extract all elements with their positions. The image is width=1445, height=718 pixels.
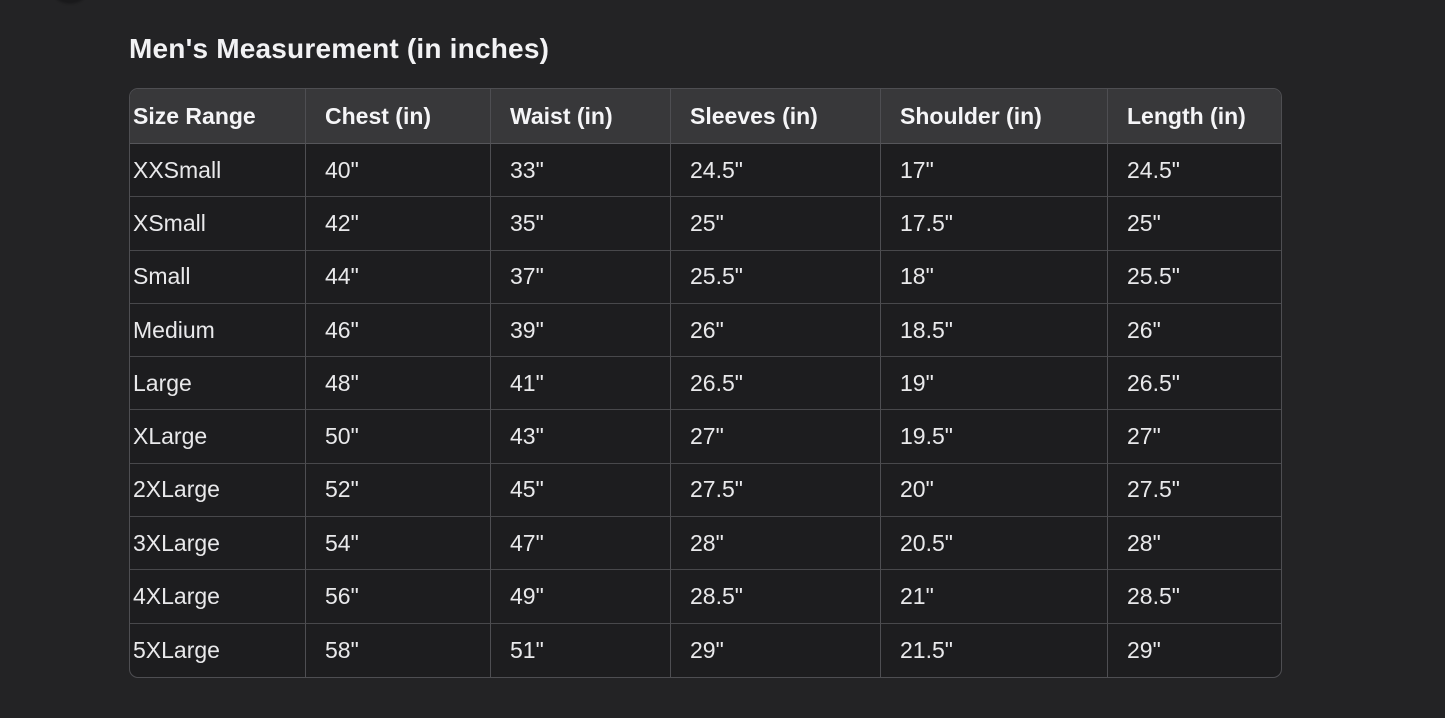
measurement-cell: 54" bbox=[306, 517, 491, 571]
measurement-cell: 25" bbox=[671, 197, 881, 251]
measurement-cell: 27.5" bbox=[671, 463, 881, 518]
measurement-cell: 21" bbox=[881, 570, 1108, 624]
page-title: Men's Measurement (in inches) bbox=[129, 33, 550, 64]
measurement-cell: 48" bbox=[306, 357, 491, 411]
table-row: 5XLarge 58" 51" 29" 21.5" 29" bbox=[130, 623, 1281, 677]
size-range-cell: Large bbox=[130, 357, 306, 411]
measurement-cell: 46" bbox=[306, 303, 491, 358]
table-row: Medium 46" 39" 26" 18.5" 26" bbox=[130, 303, 1281, 358]
measurement-cell: 19" bbox=[881, 357, 1108, 411]
measurement-cell: 26" bbox=[671, 303, 881, 358]
column-header-length-in: Length (in) bbox=[1108, 89, 1281, 144]
table-row: Large 48" 41" 26.5" 19" 26.5" bbox=[130, 357, 1281, 411]
column-header-shoulder-in: Shoulder (in) bbox=[881, 89, 1108, 144]
size-range-cell: 5XLarge bbox=[130, 623, 306, 677]
measurement-cell: 41" bbox=[491, 357, 671, 411]
size-range-cell: 3XLarge bbox=[130, 517, 306, 571]
measurement-cell: 24.5" bbox=[1108, 144, 1281, 198]
measurement-cell: 24.5" bbox=[671, 144, 881, 198]
measurement-cell: 19.5" bbox=[881, 410, 1108, 464]
table-row: XLarge 50" 43" 27" 19.5" 27" bbox=[130, 410, 1281, 464]
measurement-cell: 17" bbox=[881, 144, 1108, 198]
measurement-cell: 29" bbox=[671, 623, 881, 677]
table-body: XXSmall 40" 33" 24.5" 17" 24.5" XSmall 42" 35" 25… bbox=[130, 144, 1281, 677]
table-row: 4XLarge 56" 49" 28.5" 21" 28.5" bbox=[130, 570, 1281, 624]
size-range-cell: 4XLarge bbox=[130, 570, 306, 624]
column-header-size-range: Size Range bbox=[130, 89, 306, 144]
measurement-cell: 18.5" bbox=[881, 303, 1108, 358]
table-row: 2XLarge 52" 45" 27.5" 20" 27.5" bbox=[130, 463, 1281, 518]
measurement-cell: 28" bbox=[1108, 517, 1281, 571]
size-range-cell: XLarge bbox=[130, 410, 306, 464]
measurement-cell: 29" bbox=[1127, 636, 1161, 663]
measurement-cell: 56" bbox=[306, 570, 491, 624]
measurement-cell: 47" bbox=[491, 517, 671, 571]
measurement-cell: 58" bbox=[306, 623, 491, 677]
measurement-cell: 20" bbox=[881, 463, 1108, 518]
measurement-cell: 26.5" bbox=[671, 357, 881, 411]
size-range-cell: XXSmall bbox=[130, 144, 306, 198]
table-row: 3XLarge 54" 47" 28" 20.5" 28" bbox=[130, 517, 1281, 571]
table-row: XSmall 42" 35" 25" 17.5" 25" bbox=[130, 197, 1281, 251]
header-row: Size Range Chest (in) Waist (in) Sleeves (i… bbox=[130, 89, 1281, 144]
measurement-cell: 49" bbox=[491, 570, 671, 624]
measurement-cell: 28.5" bbox=[671, 570, 881, 624]
measurement-cell: 50" bbox=[306, 410, 491, 464]
size-chart-table: Size Range Chest (in) Waist (in) Sleeves (i… bbox=[130, 89, 1281, 677]
size-range-cell: Medium bbox=[130, 303, 306, 358]
measurement-cell: 25" bbox=[1108, 197, 1281, 251]
measurement-cell: 40" bbox=[306, 144, 491, 198]
avatar-circle-fragment[interactable] bbox=[48, 0, 92, 6]
table-row: XXSmall 40" 33" 24.5" 17" 24.5" bbox=[130, 144, 1281, 198]
measurement-cell: 39" bbox=[491, 303, 671, 358]
measurement-cell: 51" bbox=[491, 623, 671, 677]
measurement-cell: 44" bbox=[306, 250, 491, 304]
column-header-chest-in: Chest (in) bbox=[306, 89, 491, 144]
measurement-cell: 21.5" bbox=[881, 623, 1108, 677]
measurement-cell: 25.5" bbox=[671, 250, 881, 304]
measurement-cell: 27" bbox=[671, 410, 881, 464]
measurement-cell: 52" bbox=[306, 463, 491, 518]
measurement-cell: 25.5" bbox=[1108, 251, 1281, 304]
measurement-cell: 35" bbox=[491, 197, 671, 251]
measurement-cell: 37" bbox=[491, 250, 671, 304]
measurement-cell: 18" bbox=[881, 250, 1108, 304]
size-chart-container: Size Range Chest (in) Waist (in) Sleeves (i… bbox=[129, 88, 1282, 678]
measurement-cell: 42" bbox=[306, 197, 491, 251]
size-range-cell: 2XLarge bbox=[130, 463, 306, 518]
measurement-cell: 43" bbox=[491, 410, 671, 464]
measurement-cell: 28.5" bbox=[1108, 570, 1281, 624]
measurement-cell: 26" bbox=[1108, 304, 1281, 358]
measurement-cell: 45" bbox=[491, 463, 671, 518]
measurement-cell: 17.5" bbox=[881, 197, 1108, 251]
measurement-cell: 26.5" bbox=[1108, 357, 1281, 411]
column-header-waist-in: Waist (in) bbox=[491, 89, 671, 144]
measurement-cell: 28" bbox=[671, 517, 881, 571]
measurement-cell: 20.5" bbox=[881, 517, 1108, 571]
column-header-sleeves-in: Sleeves (in) bbox=[671, 89, 881, 144]
measurement-cell: 27.5" bbox=[1108, 464, 1281, 518]
measurement-cell: 33" bbox=[491, 144, 671, 198]
table-row: Small 44" 37" 25.5" 18" 25.5" bbox=[130, 250, 1281, 304]
size-range-cell: Small bbox=[130, 250, 306, 304]
size-range-cell: XSmall bbox=[130, 197, 306, 251]
measurement-cell: 27" bbox=[1108, 410, 1281, 464]
